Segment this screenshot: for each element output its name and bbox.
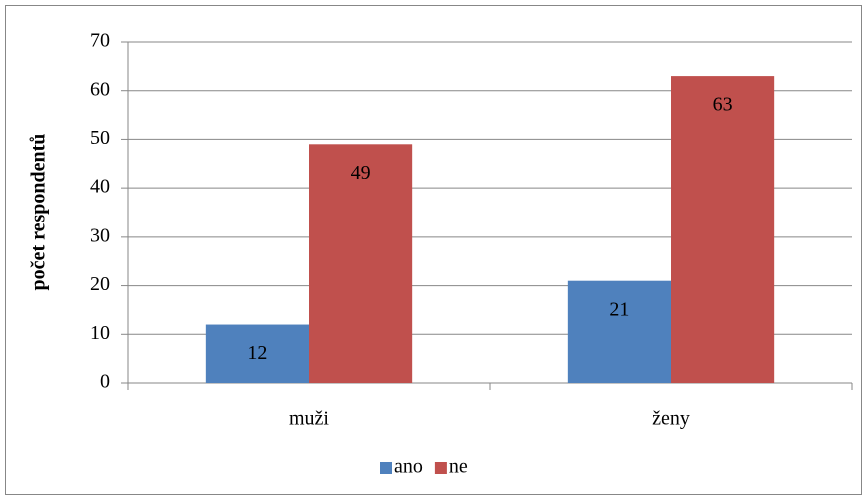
y-tick-label: 10 bbox=[90, 322, 110, 344]
bar bbox=[205, 324, 309, 383]
y-tick-label: 20 bbox=[90, 273, 110, 295]
data-label: 12 bbox=[247, 342, 267, 364]
bar bbox=[567, 280, 671, 383]
legend-label: ne bbox=[449, 456, 468, 478]
legend-swatch bbox=[434, 462, 447, 474]
bar bbox=[309, 144, 413, 383]
y-tick-label: 0 bbox=[100, 371, 110, 393]
x-tick-label: ženy bbox=[652, 408, 690, 430]
data-label: 63 bbox=[713, 94, 733, 116]
data-label: 21 bbox=[609, 298, 629, 320]
legend-label: ano bbox=[394, 456, 423, 478]
y-axis-label: počet respondentů bbox=[28, 134, 50, 291]
legend-swatch bbox=[380, 462, 392, 474]
bar bbox=[671, 76, 775, 383]
x-tick-label: muži bbox=[289, 408, 329, 430]
y-tick-label: 30 bbox=[90, 224, 110, 246]
y-tick-label: 50 bbox=[90, 127, 110, 149]
y-tick-label: 60 bbox=[90, 78, 110, 100]
y-tick-label: 70 bbox=[90, 30, 110, 52]
y-tick-label: 40 bbox=[90, 176, 110, 198]
data-label: 49 bbox=[351, 162, 371, 184]
